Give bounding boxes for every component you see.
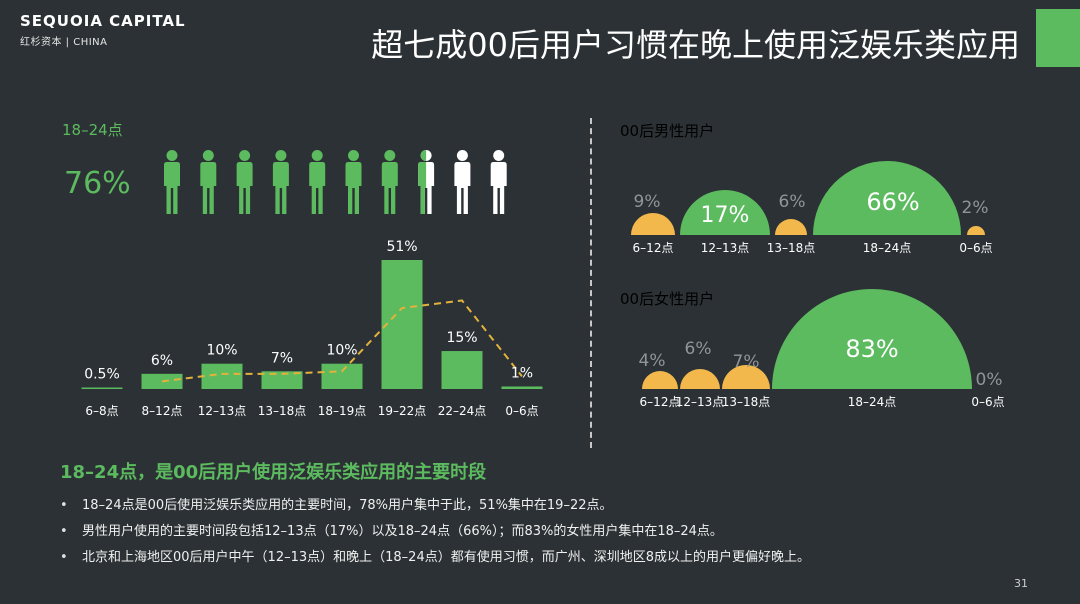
brand-logo: SEQUOIA CAPITAL [20,12,186,30]
bar [501,386,543,389]
brand-subtitle: 红杉资本 | CHINA [20,37,108,48]
bar [441,351,483,389]
semicircle-category-label: 12–13点 [701,241,750,255]
person-icon [345,150,362,214]
page-number: 31 [1014,577,1028,590]
bar-category-label: 0–6点 [505,404,538,418]
summary-bullet: 男性用户使用的主要时间段包括12–13点（17%）以及18–24点（66%）；而… [58,522,1048,548]
summary-bullet: 北京和上海地区00后用户中午（12–13点）和晚上（18–24点）都有使用习惯，… [58,548,1048,574]
male-semicircle-chart: 00后男性用户 9% 6–12点 17% 12–13点 6% 13–18点 66% 18–24… [620,122,993,255]
bar-category-label: 18–19点 [318,404,367,418]
bar-value-label: 0.5% [84,367,120,383]
panel-divider [590,118,592,448]
person-icon [236,150,253,214]
male-chart-title: 00后男性用户 [620,122,714,140]
bar-value-label: 15% [446,330,477,346]
summary-bullet: 18–24点是00后使用泛娱乐类应用的主要时间，78%用户集中于此，51%集中在… [58,496,1048,522]
person-icon [381,150,398,214]
pictograph-chart: 18–24点 76% [62,121,507,214]
trend-line [161,299,523,383]
semicircle-value-label: 17% [701,203,750,228]
bar-value-label: 1% [511,365,533,381]
person-icon [418,150,435,214]
bar-value-label: 10% [326,343,357,359]
semicircle-category-label: 6–12点 [633,241,674,255]
bar-category-label: 13–18点 [258,404,307,418]
bar [381,260,423,389]
semicircle-category-label: 0–6点 [959,241,992,255]
semicircle-mark [722,365,770,389]
bar-category-label: 12–13点 [198,404,247,418]
semicircle-value-label: 4% [639,351,666,371]
female-chart-title: 00后女性用户 [620,290,714,308]
bar [201,363,243,389]
semicircle-category-label: 13–18点 [767,241,816,255]
slide-title: 超七成00后用户习惯在晚上使用泛娱乐类应用 [371,26,1020,64]
bar [321,363,363,389]
semicircle-value-label: 6% [685,339,712,359]
female-semicircle-chart: 00后女性用户 4% 6–12点 6% 12–13点 7% 13–18点 83% 18–24点… [620,289,1005,409]
semicircle-mark [680,190,770,235]
semicircle-mark [775,219,807,235]
semicircle-category-label: 0–6点 [971,395,1004,409]
bar-category-label: 22–24点 [438,404,487,418]
semicircle-mark [813,161,961,235]
semicircle-mark [642,371,678,389]
semicircle-value-label: 2% [962,198,989,218]
semicircle-mark [967,226,985,235]
semicircle-category-label: 12–13点 [676,395,725,409]
person-icon [272,150,289,214]
bar-value-label: 7% [271,350,293,366]
semicircle-mark [680,369,720,389]
bar [261,371,303,389]
bar-category-label: 6–8点 [85,404,118,418]
semicircle-category-label: 13–18点 [722,395,771,409]
bar-category-label: 19–22点 [378,404,427,418]
semicircle-value-label: 0% [976,370,1003,390]
person-icon [454,150,471,214]
semicircle-value-label: 9% [634,192,661,212]
person-icon [309,150,326,214]
semicircle-value-label: 83% [845,335,898,363]
semicircle-value-label: 7% [733,352,760,372]
semicircle-mark [631,213,675,235]
bar-chart: 0.5% 6–8点 6% 8–12点 10% 12–13点 7% 13–18点 10% 18–19… [81,240,543,418]
semicircle-value-label: 6% [779,192,806,212]
semicircle-value-label: 66% [866,188,919,216]
semicircle-category-label: 18–24点 [863,241,912,255]
summary-bullets: 18–24点是00后使用泛娱乐类应用的主要时间，78%用户集中于此，51%集中在… [58,496,1048,574]
semicircle-category-label: 6–12点 [640,395,681,409]
summary-heading: 18–24点，是00后用户使用泛娱乐类应用的主要时段 [60,462,487,483]
bar [141,373,183,389]
pictograph-title: 18–24点 [62,121,123,139]
bar-value-label: 6% [151,353,173,369]
corner-accent [1036,9,1080,67]
bar-category-label: 8–12点 [142,404,183,418]
semicircle-mark [772,289,972,389]
semicircle-category-label: 18–24点 [848,395,897,409]
pictograph-value: 76% [64,166,131,201]
person-icon [200,150,217,214]
bar [81,387,123,389]
bar-value-label: 51% [386,240,417,255]
person-icon [164,150,180,214]
person-icon [490,150,507,214]
bar-value-label: 10% [206,343,237,359]
